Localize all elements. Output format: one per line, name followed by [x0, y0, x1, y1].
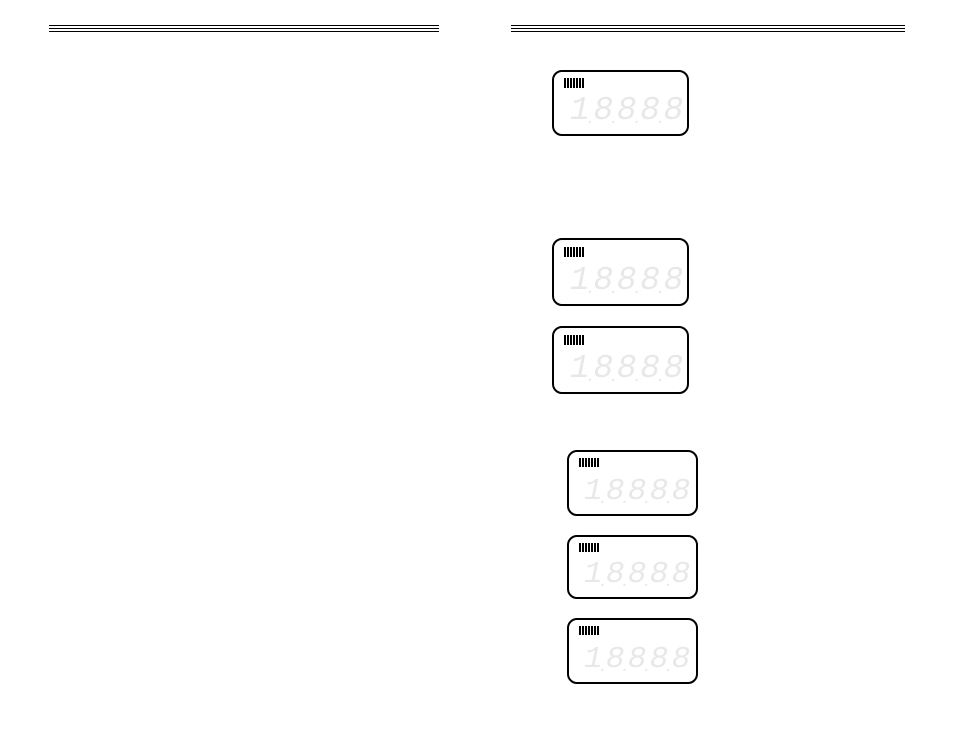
bargraph-icon — [579, 458, 599, 467]
lcd-display: 1.8.8.8.8 — [552, 238, 689, 306]
lcd-display: 1.8.8.8.8 — [567, 618, 698, 684]
seven-segment-digit: 1 — [570, 94, 588, 127]
bargraph-icon — [579, 543, 599, 552]
seven-segment-digit: 8 — [606, 559, 623, 590]
seven-segment-digit: 8 — [628, 559, 645, 590]
seven-segment-digit: 8 — [664, 264, 682, 297]
seven-segment-digit: 8 — [672, 476, 689, 507]
seven-segment-readout: 1.8.8.8.8 — [570, 264, 681, 297]
seven-segment-digit: 8 — [593, 264, 611, 297]
seven-segment-digit: 1 — [570, 352, 588, 385]
seven-segment-digit: 8 — [664, 352, 682, 385]
seven-segment-digit: 8 — [650, 644, 667, 675]
seven-segment-readout: 1.8.8.8.8 — [584, 476, 688, 507]
divider-rule-left — [49, 25, 439, 32]
bargraph-icon — [579, 626, 599, 635]
seven-segment-digit: 8 — [593, 94, 611, 127]
bargraph-icon — [564, 247, 584, 257]
seven-segment-readout: 1.8.8.8.8 — [584, 644, 688, 675]
seven-segment-digit: 8 — [606, 476, 623, 507]
seven-segment-readout: 1.8.8.8.8 — [570, 94, 681, 127]
seven-segment-digit: 8 — [640, 94, 658, 127]
bargraph-icon — [564, 335, 584, 345]
seven-segment-digit: 8 — [672, 559, 689, 590]
seven-segment-digit: 8 — [640, 264, 658, 297]
seven-segment-digit: 8 — [606, 644, 623, 675]
seven-segment-readout: 1.8.8.8.8 — [570, 352, 681, 385]
seven-segment-digit: 1 — [584, 559, 601, 590]
seven-segment-digit: 8 — [672, 644, 689, 675]
seven-segment-digit: 8 — [617, 352, 635, 385]
seven-segment-digit: 1 — [570, 264, 588, 297]
lcd-display: 1.8.8.8.8 — [552, 326, 689, 394]
seven-segment-digit: 8 — [628, 644, 645, 675]
seven-segment-digit: 1 — [584, 644, 601, 675]
lcd-display: 1.8.8.8.8 — [567, 535, 698, 599]
seven-segment-digit: 8 — [617, 264, 635, 297]
seven-segment-digit: 8 — [650, 559, 667, 590]
seven-segment-digit: 8 — [617, 94, 635, 127]
lcd-display: 1.8.8.8.8 — [567, 450, 698, 516]
bargraph-icon — [564, 78, 584, 88]
seven-segment-readout: 1.8.8.8.8 — [584, 559, 688, 590]
seven-segment-digit: 8 — [664, 94, 682, 127]
divider-rule-right — [511, 25, 905, 32]
seven-segment-digit: 1 — [584, 476, 601, 507]
page: 1.8.8.8.8 1.8.8.8.8 1.8.8.8.8 1.8.8.8.8 1.8.… — [0, 0, 954, 738]
lcd-display: 1.8.8.8.8 — [552, 70, 689, 136]
seven-segment-digit: 8 — [640, 352, 658, 385]
seven-segment-digit: 8 — [593, 352, 611, 385]
seven-segment-digit: 8 — [650, 476, 667, 507]
seven-segment-digit: 8 — [628, 476, 645, 507]
